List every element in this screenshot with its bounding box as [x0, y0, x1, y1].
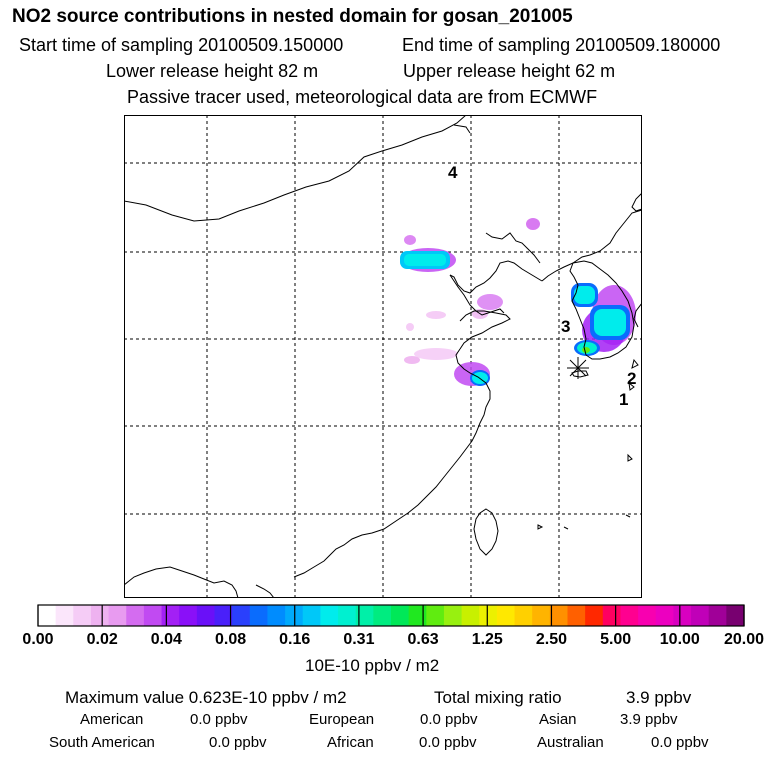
- colorbar-cell: [179, 605, 198, 626]
- region-name-american: American: [80, 711, 144, 728]
- colorbar-tick-label: 0.04: [150, 631, 182, 648]
- site-label-1: 1: [619, 390, 629, 409]
- colorbar-cell: [496, 605, 516, 626]
- receptor-asterisk-icon: [567, 357, 589, 379]
- colorbar-cell: [567, 605, 586, 626]
- colorbar-cell: [638, 605, 657, 626]
- lower-release-label: Lower release height 82 m: [106, 61, 319, 81]
- colorbar-tick-label: 0.63: [407, 631, 439, 648]
- colorbar-tick-label: 2.50: [535, 631, 568, 648]
- tracer-note: Passive tracer used, meteorological data…: [127, 87, 598, 107]
- colorbar-cell: [532, 605, 551, 626]
- colorbar-cell: [426, 605, 445, 626]
- region-name-south-american: South American: [49, 734, 155, 751]
- colorbar-cell: [55, 605, 74, 626]
- region-name-australian: Australian: [537, 734, 604, 751]
- colorbar-cell: [673, 605, 692, 626]
- region-name-asian: Asian: [539, 711, 577, 728]
- end-time-label: End time of sampling 20100509.180000: [402, 35, 721, 55]
- start-time-label: Start time of sampling 20100509.150000: [19, 35, 344, 55]
- colorbar-tick-label: 1.25: [471, 631, 503, 648]
- colorbar-cell: [691, 605, 710, 626]
- colorbar-cell: [302, 605, 321, 626]
- colorbar-cell: [249, 605, 269, 626]
- region-value-south-american: 0.0 ppbv: [209, 734, 267, 751]
- colorbar-cell: [73, 605, 92, 626]
- colorbar-cell: [479, 605, 498, 626]
- page-title: NO2 source contributions in nested domai…: [12, 6, 573, 27]
- colorbar-cell: [443, 605, 463, 626]
- site-label-4: 4: [448, 163, 458, 182]
- colorbar-cell: [620, 605, 639, 626]
- site-label-2: 2: [627, 369, 637, 388]
- region-value-african: 0.0 ppbv: [419, 734, 477, 751]
- colorbar-cell: [161, 605, 180, 626]
- colorbar-cell: [602, 605, 622, 626]
- colorbar-cell: [726, 605, 745, 626]
- colorbar-cell: [214, 605, 233, 626]
- colorbar-cell: [232, 605, 251, 626]
- colorbar-cell: [461, 605, 480, 626]
- colorbar-cell: [90, 605, 110, 626]
- colorbar-cell: [355, 605, 374, 626]
- region-value-american: 0.0 ppbv: [190, 711, 248, 728]
- total-mixing-label: Total mixing ratio: [434, 688, 562, 707]
- upper-release-label: Upper release height 62 m: [403, 61, 616, 81]
- colorbar-cell: [549, 605, 569, 626]
- region-name-african: African: [327, 734, 374, 751]
- colorbar-tick-label: 0.00: [22, 631, 54, 648]
- colorbar-cell: [126, 605, 145, 626]
- colorbar-cell: [655, 605, 674, 626]
- colorbar-cell: [585, 605, 604, 626]
- colorbar-tick-label: 0.02: [86, 631, 118, 648]
- coastlines: [124, 115, 642, 598]
- colorbar-cell: [267, 605, 286, 626]
- colorbar-cell: [391, 605, 410, 626]
- colorbar-tick-label: 0.31: [343, 631, 375, 648]
- colorbar-cell: [408, 605, 427, 626]
- region-value-australian: 0.0 ppbv: [651, 734, 709, 751]
- region-value-asian: 3.9 ppbv: [620, 711, 678, 728]
- maximum-value-label: Maximum value 0.623E-10 ppbv / m2: [65, 688, 347, 707]
- region-value-european: 0.0 ppbv: [420, 711, 478, 728]
- colorbar-tick-label: 0.08: [214, 631, 247, 648]
- colorbar-cell: [514, 605, 533, 626]
- colorbar-cell: [108, 605, 127, 626]
- colorbar-cell: [338, 605, 357, 626]
- colorbar-cell: [320, 605, 339, 626]
- colorbar-cell: [708, 605, 727, 626]
- colorbar-tick-label: 10.00: [659, 631, 700, 648]
- colorbar-cell: [373, 605, 392, 626]
- colorbar-unit: 10E-10 ppbv / m2: [305, 656, 440, 675]
- graticule: [124, 115, 642, 598]
- total-mixing-value: 3.9 ppbv: [626, 688, 692, 707]
- colorbar-tick-label: 5.00: [600, 631, 632, 648]
- colorbar-cell: [143, 605, 163, 626]
- source-contribution-map: [124, 115, 642, 598]
- colorbar: [37, 604, 745, 627]
- region-name-european: European: [309, 711, 375, 728]
- site-label-3: 3: [561, 317, 571, 336]
- colorbar-tick-label: 20.00: [723, 631, 765, 648]
- colorbar-cell: [196, 605, 216, 626]
- colorbar-cell: [38, 605, 57, 626]
- colorbar-tick-label: 0.16: [279, 631, 311, 648]
